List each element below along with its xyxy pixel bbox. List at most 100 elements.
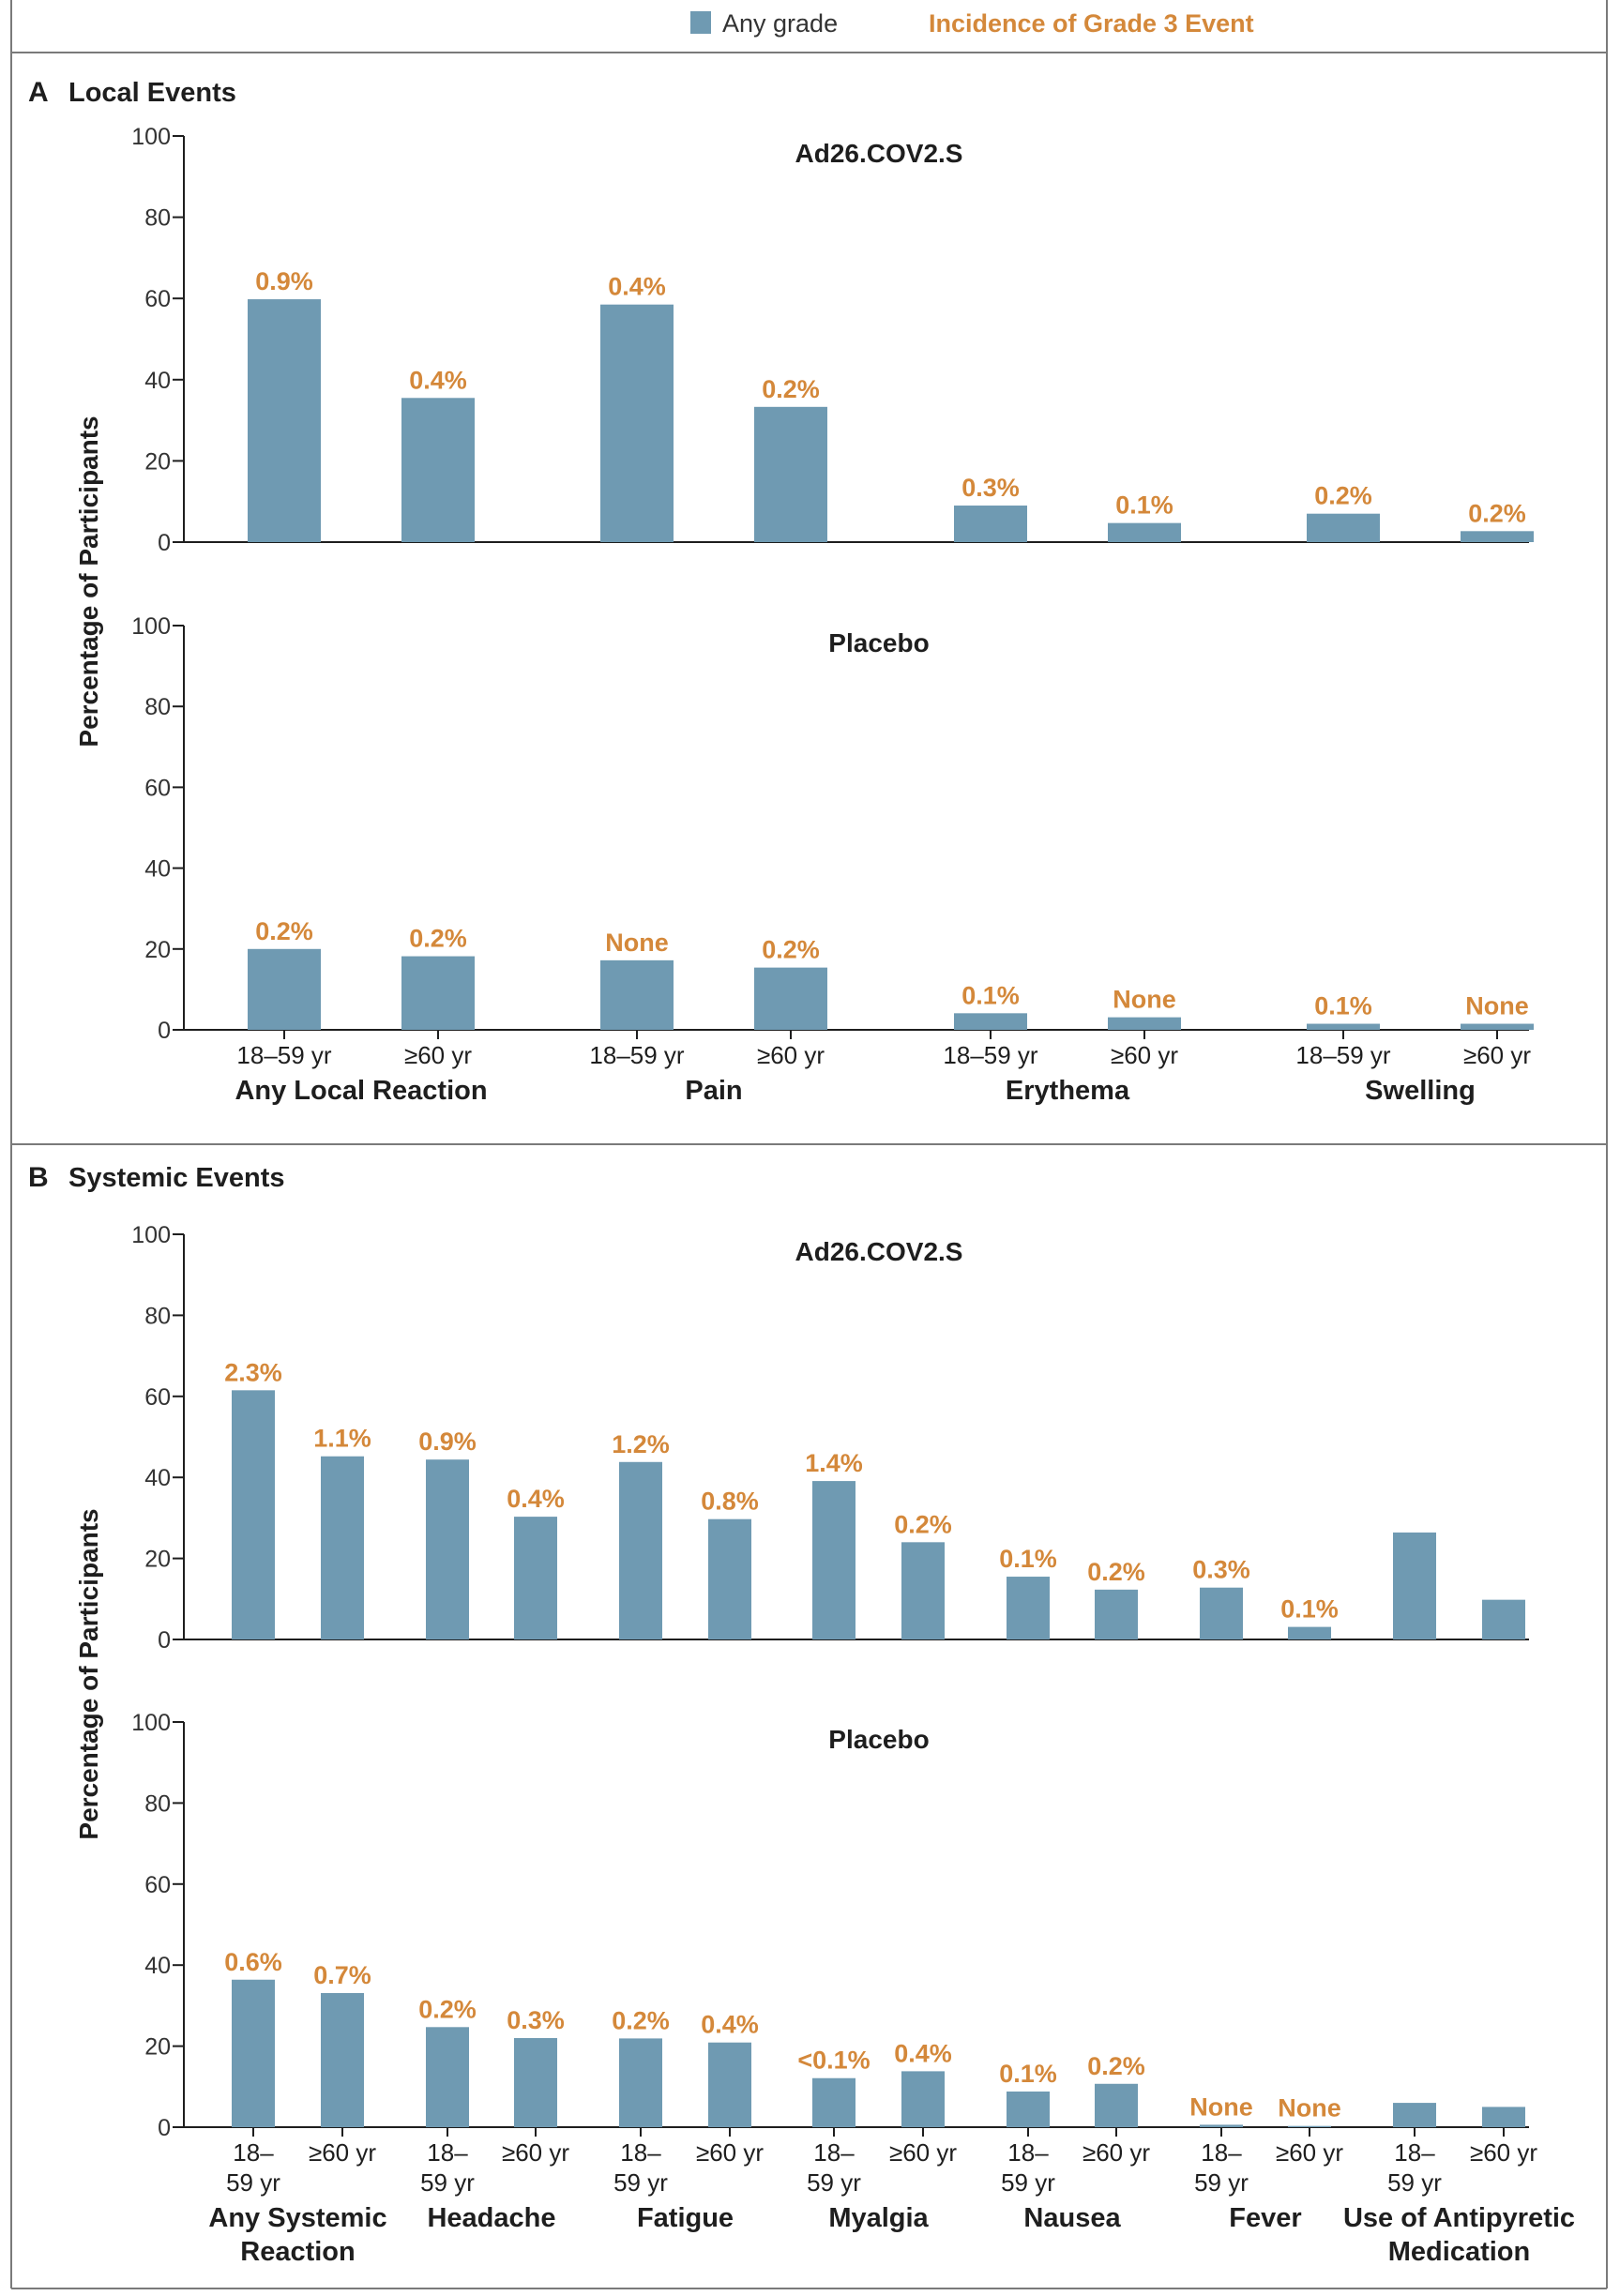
y-tick-label: 40 [144,368,171,394]
legend: Any grade Incidence of Grade 3 Event [690,9,1254,38]
bar [1288,2125,1331,2127]
bar [401,956,475,1030]
y-tick-label: 0 [158,1018,171,1044]
group-label: Myalgia [828,2203,929,2233]
section-b-title: Systemic Events [68,1163,285,1193]
y-axis-label-section-b: Percentage of Participants [74,1508,103,1839]
bar [1200,2124,1243,2127]
group-label: Swelling [1365,1076,1476,1106]
age-category-label: 18–59 yr [236,1041,332,1069]
grade3-annotation: 0.2% [418,1995,477,2023]
legend-any-grade-swatch [690,11,711,34]
age-category-label: ≥60 yr [1463,1041,1531,1069]
section-a-title: Local Events [68,78,236,108]
legend-any-grade-label: Any grade [722,9,838,38]
grade3-annotation: 0.8% [701,1488,759,1516]
grade3-annotation: 0.2% [762,375,820,403]
panel-title: Placebo [828,1725,929,1754]
bar [812,1481,855,1639]
y-tick-label: 0 [158,2115,171,2141]
grade3-annotation: 0.2% [612,2006,670,2034]
grade3-annotation: 0.2% [894,1510,952,1538]
grade3-annotation: 0.1% [1115,491,1173,520]
bar [232,1979,275,2127]
age-category-label: ≥60 yr [889,2138,957,2167]
age-category-label: 18–59 yr [1194,2138,1249,2197]
bar [1482,2107,1525,2127]
grade3-annotation: None [1189,2092,1253,2121]
bar [514,2037,557,2127]
grade3-annotation: 0.3% [1192,1556,1250,1584]
age-category-label: ≥60 yr [696,2138,764,2167]
bar [1095,2083,1138,2127]
bar [1393,1532,1436,1639]
bar [812,2077,855,2127]
grade3-annotation: None [1113,986,1176,1014]
grade3-annotation: 0.1% [999,2060,1057,2088]
grade3-annotation: 0.1% [999,1545,1057,1573]
bar [600,304,674,542]
y-tick-label: 80 [144,205,171,232]
bar [514,1517,557,1639]
group-label: Any Systemic Reaction [208,2203,386,2267]
group-label: Use of Antipyretic Medication [1343,2203,1575,2267]
y-tick-label: 0 [158,530,171,556]
grade3-annotation: 2.3% [224,1358,282,1386]
bar [708,2042,751,2127]
bar [901,1542,945,1639]
grade3-annotation: None [1465,992,1529,1020]
bar [1007,2091,1050,2127]
y-tick-label: 60 [144,775,171,801]
panel-systemic-vaccine: Ad26.COV2.S 0 20 40 60 80 100 2.3% 1.1% 0.9% 0.4% 1… [131,1222,1529,1654]
grade3-annotation: 0.9% [255,267,313,295]
age-category-label: 18–59 yr [1295,1041,1391,1069]
grade3-annotation: 0.2% [1087,2052,1145,2080]
bar [1200,1587,1243,1639]
y-tick-label: 100 [131,1222,171,1248]
grade3-annotation: 1.1% [313,1425,371,1453]
grade3-annotation: None [1278,2094,1341,2122]
y-tick-label: 20 [144,2034,171,2061]
bar [1307,513,1380,542]
grade3-annotation: 0.1% [961,981,1020,1009]
bar [232,1390,275,1639]
y-tick-label: 100 [131,124,171,150]
bar [1108,522,1181,542]
bar [901,2071,945,2127]
bar [754,967,827,1030]
bar [1482,1599,1525,1639]
panel-title: Ad26.COV2.S [795,139,963,168]
bar [754,406,827,542]
grade3-annotation: 0.7% [313,1961,371,1989]
bar [1007,1577,1050,1639]
grade3-annotation: 0.2% [1468,499,1526,527]
grade3-annotation: 0.1% [1314,992,1372,1020]
section-b-letter: B [28,1162,49,1193]
panel-local-vaccine: Ad26.COV2.S 0 20 40 60 80 100 0.9% 0.4% 0.4% 0.2% 0… [131,124,1534,556]
y-tick-label: 40 [144,856,171,883]
y-tick-label: 100 [131,613,171,640]
legend-grade3-label: Incidence of Grade 3 Event [929,9,1254,38]
grade3-annotation: 0.4% [409,366,467,394]
bar [248,299,321,542]
grade3-annotation: 0.2% [255,917,313,945]
bar [1288,1626,1331,1639]
group-label: Pain [685,1076,742,1106]
group-label: Erythema [1006,1076,1130,1106]
y-tick-label: 100 [131,1710,171,1736]
panel-local-placebo: Placebo 0 20 40 60 80 100 0.2% 18–59 yr 0.2% ≥60 y… [131,613,1534,1106]
grade3-annotation: 0.2% [762,936,820,964]
panel-systemic-placebo: Placebo 0 20 40 60 80 100 0.6% 18– 59 yr 0.7% ≥60 y… [131,1710,1575,2267]
grade3-annotation: 1.4% [805,1449,863,1477]
age-category-label: 18–59 yr [943,1041,1038,1069]
grade3-annotation: 0.9% [418,1427,477,1456]
y-tick-label: 40 [144,1465,171,1491]
bar [954,506,1027,542]
y-tick-label: 80 [144,694,171,720]
group-label: Any Local Reaction [235,1076,487,1106]
group-label: Headache [427,2203,555,2233]
y-tick-label: 60 [144,1384,171,1411]
bar [401,398,475,542]
age-category-label: 18–59 yr [226,2138,280,2197]
